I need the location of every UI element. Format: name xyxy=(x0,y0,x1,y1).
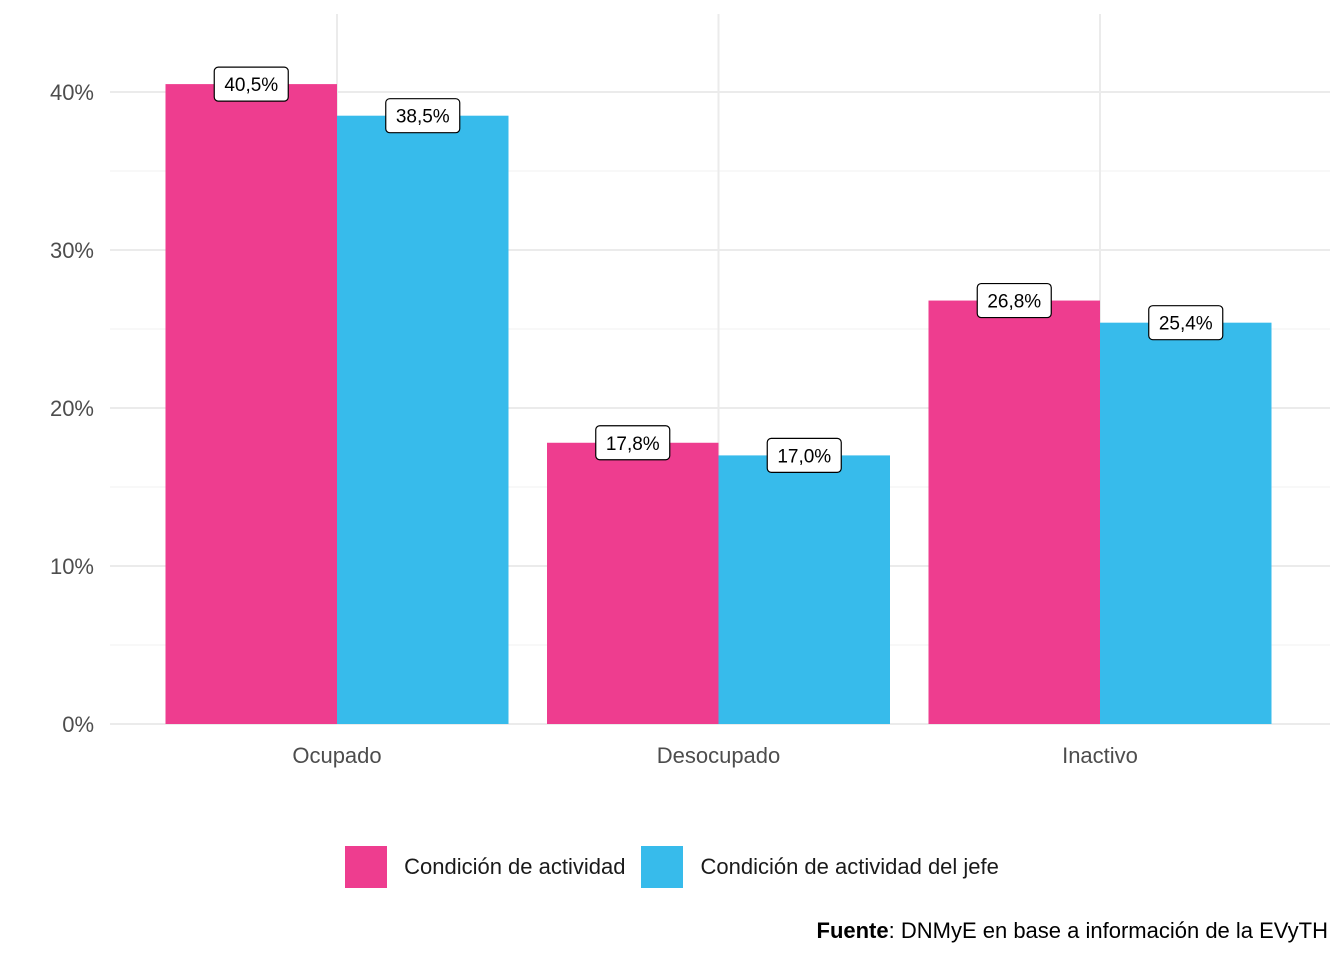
data-label: 38,5% xyxy=(385,98,461,134)
bars xyxy=(165,84,1272,725)
legend-key-series-2 xyxy=(641,846,684,888)
y-tick-label: 40% xyxy=(50,80,94,105)
data-label: 26,8% xyxy=(976,282,1052,319)
data-label: 25,4% xyxy=(1148,305,1224,341)
x-tick-label: Desocupado xyxy=(657,743,781,768)
legend-key-series-1 xyxy=(345,846,388,888)
y-tick-label: 20% xyxy=(50,396,94,421)
data-label-text: 38,5% xyxy=(396,107,450,128)
data-label-text: 26,8% xyxy=(987,292,1041,313)
data-label-box xyxy=(595,425,671,461)
data-label-box xyxy=(385,98,461,134)
x-tick-label: Ocupado xyxy=(292,743,381,768)
bar xyxy=(928,300,1100,724)
data-label-text: 25,4% xyxy=(1159,314,1213,335)
data-label: 17,8% xyxy=(595,425,671,461)
y-tick-label: 10% xyxy=(50,554,94,579)
data-label-box xyxy=(766,437,842,473)
legend: Condición de actividad Condición de acti… xyxy=(0,846,1344,888)
data-label: 40,5% xyxy=(213,66,289,102)
y-axis: 0% 10% 20% 30% 40% xyxy=(50,80,94,737)
bar xyxy=(165,84,337,725)
bar xyxy=(718,455,890,724)
bar xyxy=(547,442,719,724)
data-label: 17,0% xyxy=(766,437,842,473)
y-tick-label: 0% xyxy=(62,712,94,737)
data-labels: 40,5% 38,5% 17,8% 17,0% 26,8% 25,4% xyxy=(213,66,1224,473)
bar xyxy=(337,115,509,724)
data-label-text: 17,0% xyxy=(777,446,831,467)
legend-label-series-1: Condición de actividad xyxy=(404,854,626,879)
legend-label-series-2: Condición de actividad del jefe xyxy=(700,854,999,879)
data-label-text: 17,8% xyxy=(606,434,660,455)
legend-item-series-1: Condición de actividad xyxy=(345,846,625,888)
legend-item-series-2: Condición de actividad del jefe xyxy=(641,846,999,888)
y-tick-label: 30% xyxy=(50,238,94,263)
data-label-text: 40,5% xyxy=(224,75,278,96)
source-caption: Fuente: DNMyE en base a información de l… xyxy=(817,918,1329,944)
bar xyxy=(1100,322,1272,724)
source-text: : DNMyE en base a información de la EVyT… xyxy=(888,918,1328,943)
x-axis: Ocupado Desocupado Inactivo xyxy=(292,743,1138,768)
x-tick-label: Inactivo xyxy=(1062,743,1138,768)
data-label-box xyxy=(976,282,1052,319)
data-label-box xyxy=(213,66,289,102)
data-label-box xyxy=(1148,305,1224,341)
source-label: Fuente xyxy=(816,918,889,943)
